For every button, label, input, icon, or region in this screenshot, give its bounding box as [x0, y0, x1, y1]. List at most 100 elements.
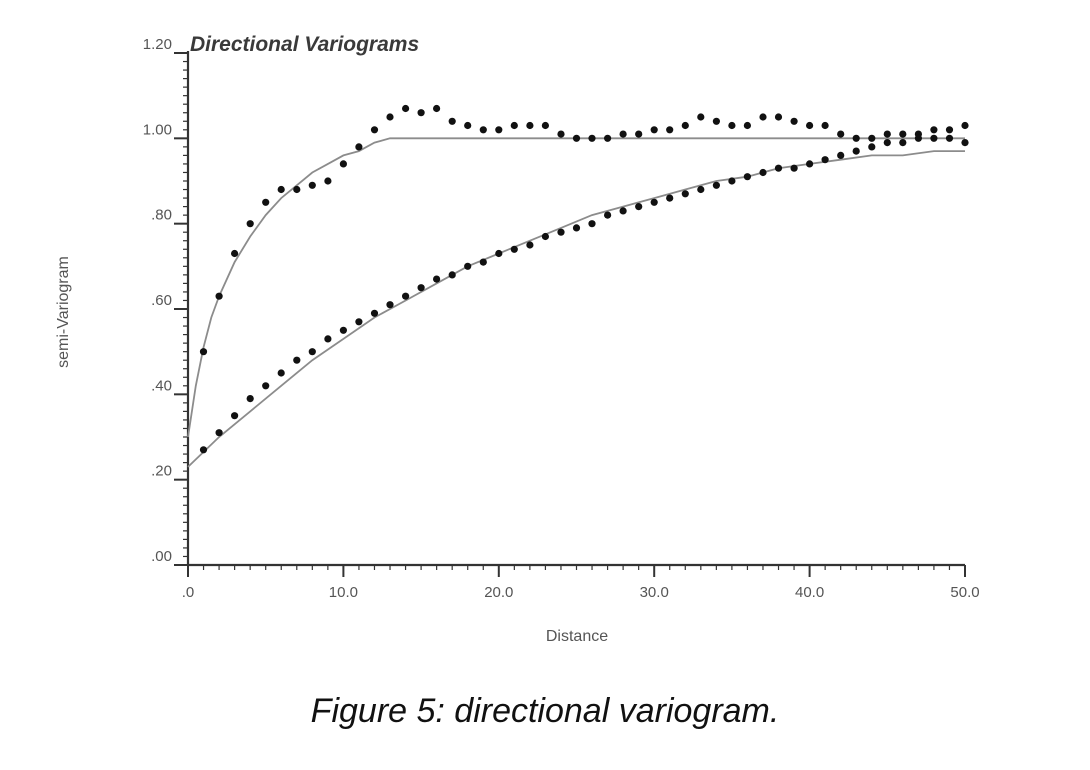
data-point-series-2 — [619, 207, 627, 215]
data-point-series-1 — [945, 126, 954, 134]
data-point-series-1 — [588, 134, 596, 142]
data-point-series-2 — [293, 356, 301, 364]
data-point-series-1 — [619, 130, 627, 138]
x-tick-label: 20.0 — [484, 584, 513, 601]
data-point-series-1 — [417, 109, 425, 117]
data-point-series-1 — [370, 126, 379, 134]
data-point-series-2 — [339, 326, 347, 334]
data-point-series-1 — [510, 121, 518, 130]
data-point-series-2 — [308, 348, 316, 356]
data-point-series-2 — [572, 224, 581, 232]
data-point-series-2 — [961, 139, 969, 147]
data-point-series-1 — [277, 185, 285, 194]
data-point-series-2 — [666, 194, 674, 202]
chart-title: Directional Variograms — [190, 33, 419, 56]
data-point-series-2 — [914, 134, 923, 142]
data-point-series-1 — [806, 121, 814, 130]
data-point-series-1 — [308, 181, 316, 189]
data-point-series-2 — [510, 245, 518, 253]
variogram-chart: Directional Variograms .00 .20 .40 .60 .80 1.… — [55, 33, 980, 645]
data-point-series-1 — [386, 113, 394, 121]
data-point-series-1 — [231, 249, 239, 258]
data-point-series-2 — [355, 318, 363, 326]
axes: .00 .20 .40 .60 .80 1.00 1.20 .0 10.0 20.0 30.0 40.… — [143, 36, 980, 601]
data-point-series-1 — [557, 130, 565, 138]
data-point-series-2 — [526, 241, 534, 249]
data-point-series-2 — [930, 134, 938, 142]
data-point-series-2 — [743, 173, 752, 181]
data-point-series-2 — [821, 156, 829, 164]
data-point-series-1 — [837, 130, 845, 138]
y-tick-label: 1.00 — [143, 121, 172, 138]
data-point-series-1 — [930, 126, 938, 134]
data-point-series-1 — [526, 121, 534, 130]
data-point-series-2 — [199, 446, 208, 454]
data-point-series-2 — [231, 412, 239, 420]
data-point-series-2 — [386, 301, 394, 309]
data-point-series-2 — [899, 139, 907, 147]
data-point-series-1 — [541, 121, 550, 130]
data-point-series-1 — [666, 126, 674, 134]
data-point-series-2 — [883, 139, 891, 147]
data-point-series-1 — [324, 177, 332, 185]
x-tick-label: .0 — [182, 584, 195, 601]
y-tick-label: .00 — [151, 548, 172, 565]
y-tick-label: 1.20 — [143, 36, 172, 53]
data-point-series-2 — [262, 382, 270, 390]
data-point-series-2 — [370, 309, 379, 317]
data-point-series-2 — [790, 164, 798, 172]
data-point-series-1 — [790, 117, 798, 125]
data-point-series-2 — [324, 335, 332, 343]
x-axis-title: Distance — [546, 628, 608, 645]
data-point-series-1 — [215, 292, 223, 300]
data-point-series-2 — [837, 151, 845, 159]
data-point-series-1 — [495, 126, 503, 134]
data-points — [199, 104, 969, 454]
data-point-series-2 — [402, 292, 410, 300]
data-point-series-1 — [852, 134, 860, 142]
data-point-series-1 — [681, 121, 689, 130]
data-point-series-2 — [697, 185, 705, 194]
data-point-series-2 — [588, 220, 596, 228]
data-point-series-1 — [635, 130, 643, 138]
y-tick-label: .80 — [151, 207, 172, 224]
data-point-series-1 — [572, 134, 581, 142]
data-point-series-1 — [402, 104, 410, 113]
data-point-series-2 — [945, 134, 954, 142]
data-point-series-2 — [728, 177, 736, 185]
y-tick-label: .40 — [151, 377, 172, 394]
data-point-series-2 — [464, 262, 472, 270]
data-point-series-2 — [541, 232, 550, 241]
data-point-series-2 — [215, 429, 223, 437]
data-point-series-1 — [339, 160, 347, 168]
data-point-series-1 — [728, 121, 736, 130]
data-point-series-1 — [293, 185, 301, 194]
data-point-series-2 — [417, 284, 425, 292]
data-point-series-2 — [759, 168, 767, 177]
data-point-series-2 — [806, 160, 814, 168]
data-point-series-2 — [868, 143, 876, 151]
data-point-series-2 — [712, 181, 721, 189]
data-point-series-1 — [479, 126, 487, 134]
data-point-series-2 — [479, 258, 487, 266]
data-point-series-1 — [650, 126, 658, 134]
y-axis-title: semi-Variogram — [55, 256, 72, 368]
x-tick-label: 40.0 — [795, 584, 824, 601]
data-point-series-2 — [246, 395, 254, 403]
model-curve-1 — [187, 137, 965, 438]
data-point-series-1 — [697, 113, 705, 121]
data-point-series-1 — [883, 130, 891, 138]
data-point-series-1 — [355, 143, 363, 151]
y-tick-label: .60 — [151, 292, 172, 309]
data-point-series-2 — [433, 275, 441, 283]
data-point-series-2 — [495, 249, 503, 258]
data-point-series-2 — [681, 190, 689, 198]
x-tick-label: 50.0 — [950, 584, 979, 601]
data-point-series-2 — [448, 271, 456, 279]
data-point-series-1 — [246, 220, 254, 228]
data-point-series-1 — [899, 130, 907, 138]
data-point-series-2 — [604, 211, 612, 219]
data-point-series-1 — [759, 113, 767, 121]
model-curves — [187, 137, 965, 468]
figure-caption: Figure 5: directional variogram. — [310, 692, 780, 730]
